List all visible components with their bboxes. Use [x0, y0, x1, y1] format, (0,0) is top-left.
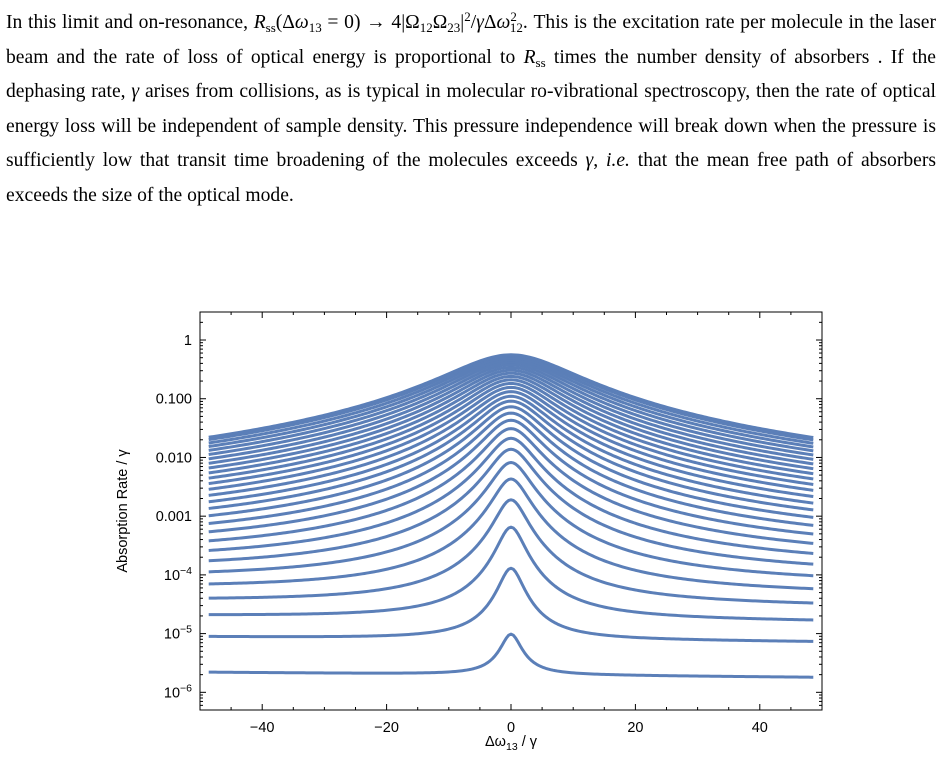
x-tick-label: 20: [627, 720, 643, 736]
y-tick-label: 0.001: [156, 509, 192, 525]
y-tick-label: 10−4: [164, 565, 192, 584]
series-line-15: [208, 390, 814, 499]
series-line-20: [208, 371, 814, 471]
series-line-28: [208, 353, 814, 440]
series-line-24: [208, 360, 814, 453]
y-tick-label: 10−6: [164, 682, 192, 701]
eq-arg-open: (Δ: [275, 12, 295, 33]
rss-symbol: R: [523, 46, 536, 68]
eq-omega23: Ω: [432, 12, 448, 33]
series-line-5: [208, 477, 814, 591]
y-tick-label: 0.010: [156, 450, 192, 466]
y-axis-label: Absorption Rate / γ: [115, 449, 131, 573]
y-tick-label: 0.100: [156, 392, 192, 408]
x-tick-label: −40: [250, 720, 275, 736]
series-line-19: [208, 374, 814, 476]
eq-omega12: ω: [496, 12, 511, 33]
y-tick-label: 1: [184, 333, 192, 349]
paragraph-text-5: that the mean free path of absorbers exc…: [6, 150, 937, 206]
series-line-26: [208, 356, 814, 445]
eq-r-symbol: R: [253, 12, 266, 33]
eq-omega12-subscript: 12: [419, 20, 433, 35]
series-line-17: [208, 381, 814, 486]
body-paragraph: In this limit and on-resonance, Rss(Δω13…: [6, 6, 936, 214]
y-tick-labels: 10−6 10−5 10−4 0.001 0.010 0.100 1: [156, 333, 192, 701]
series-line-1: [208, 632, 814, 679]
series-line-18: [208, 378, 814, 481]
series-line-13: [208, 399, 814, 512]
rss-equation: Rss(Δω13 = 0) → 4|Ω12Ω23|2/γΔω212.: [253, 9, 528, 35]
series-line-25: [208, 358, 814, 449]
series-line-23: [208, 363, 814, 457]
rss-subscript: ss: [535, 54, 546, 70]
x-tick-label: 40: [752, 720, 768, 736]
eq-square: 2: [464, 9, 471, 24]
series-line-2: [208, 566, 814, 643]
paragraph-lead: In this limit and on-resonance,: [6, 12, 248, 33]
paragraph-text-1: This is the excitation rate per molecule…: [6, 12, 936, 68]
gamma-symbol-1: γ: [131, 81, 140, 103]
series-line-12: [208, 405, 814, 519]
x-axis-label: Δω13 / γ: [485, 734, 538, 753]
ie-abbrev: i.e.: [606, 150, 630, 172]
eq-pipe: |: [460, 12, 465, 33]
series-line-9: [208, 427, 814, 545]
series-line-14: [208, 394, 814, 505]
series-line-7: [208, 447, 814, 566]
x-tick-labels: −40 −20 0 20 40: [250, 720, 768, 736]
paragraph-text-4: ,: [593, 150, 606, 172]
eq-omega-subscript: 13: [308, 20, 322, 35]
series-line-21: [208, 368, 814, 466]
eq-slash: /: [470, 12, 477, 33]
eq-gamma: γ: [476, 12, 484, 33]
series-line-3: [208, 525, 814, 622]
eq-r-subscript: ss: [265, 20, 276, 35]
series-line-8: [208, 436, 814, 555]
x-tick-label: −20: [374, 720, 399, 736]
paragraph-text-3: arises from collisions, as is typical in…: [6, 81, 936, 172]
eq-delta: Δ: [483, 12, 497, 33]
y-tick-label: 10−5: [164, 624, 192, 643]
series-line-10: [208, 418, 814, 536]
series-line-16: [208, 385, 814, 492]
gamma-symbol-2: γ: [585, 150, 594, 172]
series-line-11: [208, 411, 814, 527]
series-line-22: [208, 365, 814, 461]
paragraph-text-2: times the number density of absorbers . …: [6, 46, 937, 103]
eq-omega: ω: [294, 12, 309, 33]
eq-equals-part: = 0) → 4|Ω: [321, 12, 420, 33]
eq-period: .: [522, 12, 528, 33]
eq-omega23-subscript: 23: [447, 20, 461, 35]
series-line-6: [208, 461, 814, 578]
series-line-4: [208, 498, 814, 605]
axis-ticks: [199, 311, 823, 711]
absorption-curves: [208, 353, 814, 679]
eq-omega12-superscript: 2: [510, 9, 517, 24]
eq-omega12-subscript: 12: [509, 20, 523, 35]
x-tick-label: 0: [507, 720, 515, 736]
